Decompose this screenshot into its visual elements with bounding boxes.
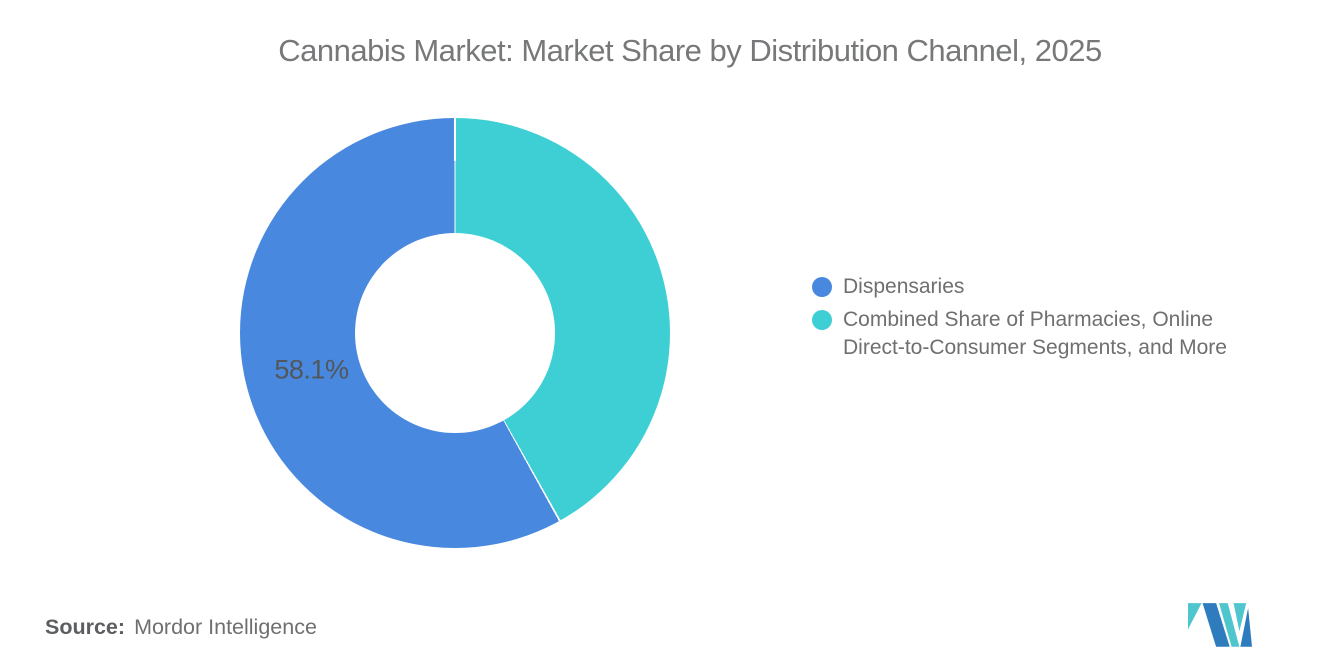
chart-legend: Dispensaries Combined Share of Pharmacie… — [812, 273, 1273, 367]
legend-label-combined-share: Combined Share of Pharmacies, Online Dir… — [843, 308, 1227, 359]
source-label: Source: — [45, 615, 126, 639]
legend-item-dispensaries[interactable]: Dispensaries — [812, 273, 1273, 301]
legend-label-dispensaries: Dispensaries — [843, 275, 965, 298]
slice-label-dispensaries: 58.1% — [274, 354, 349, 385]
chart-title: Cannabis Market: Market Share by Distrib… — [278, 33, 1102, 68]
legend-marker-combined-share-icon — [812, 310, 832, 330]
legend-item-combined-share[interactable]: Combined Share of Pharmacies, Online Dir… — [812, 306, 1273, 362]
mordor-intelligence-logo — [1188, 603, 1252, 647]
donut-chart[interactable]: 58.1% — [240, 118, 670, 548]
donut-hole — [355, 233, 555, 433]
legend-marker-dispensaries-icon — [812, 277, 832, 297]
source-name: Mordor Intelligence — [134, 615, 317, 639]
source-line: Source: Mordor Intelligence — [45, 615, 317, 640]
